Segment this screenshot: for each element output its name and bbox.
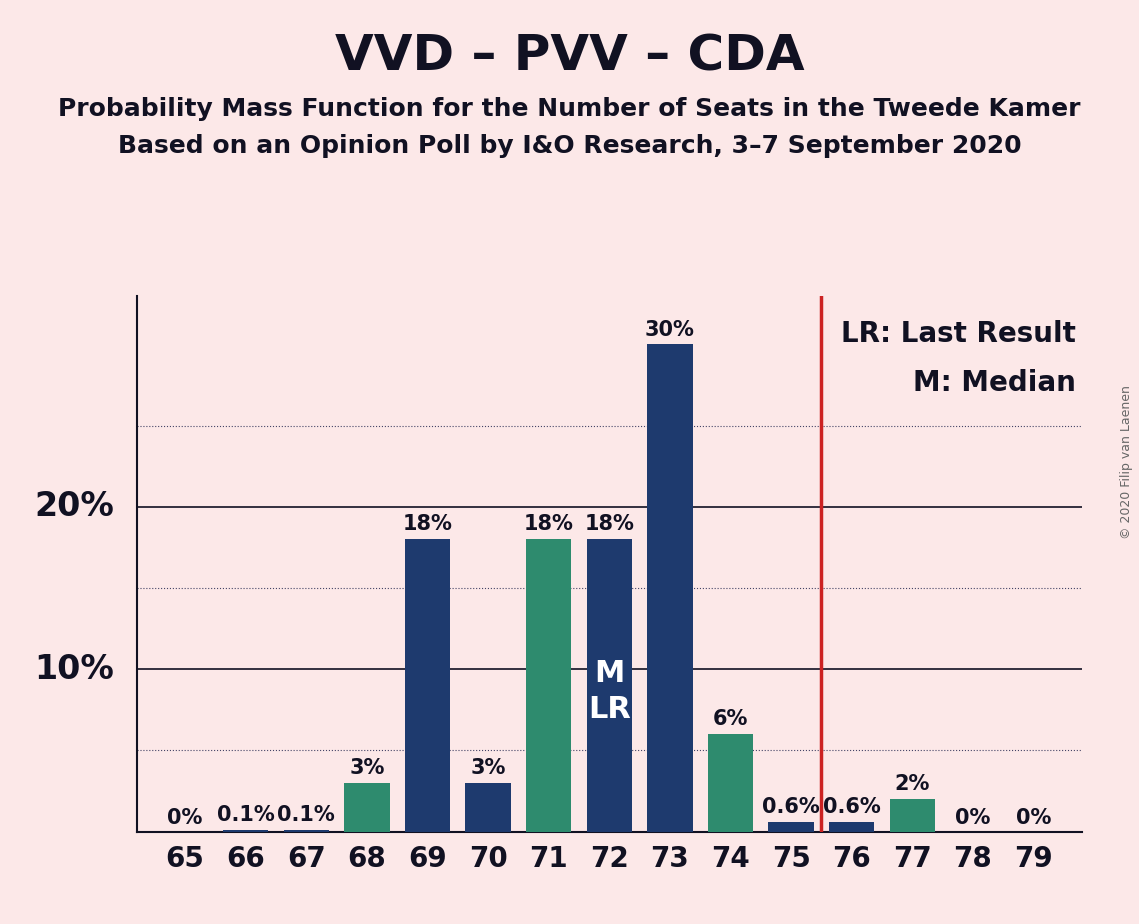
Bar <box>344 783 390 832</box>
Text: 30%: 30% <box>645 320 695 339</box>
Text: 2%: 2% <box>894 774 931 795</box>
Bar <box>769 821 814 832</box>
Text: 3%: 3% <box>350 758 385 778</box>
Text: © 2020 Filip van Laenen: © 2020 Filip van Laenen <box>1121 385 1133 539</box>
Bar <box>526 540 572 832</box>
Bar <box>404 540 450 832</box>
Text: 0%: 0% <box>1016 808 1051 828</box>
Bar <box>223 830 269 832</box>
Text: 0.6%: 0.6% <box>822 797 880 817</box>
Text: 20%: 20% <box>34 491 114 523</box>
Bar <box>466 783 511 832</box>
Text: 18%: 18% <box>402 515 452 534</box>
Text: 0.6%: 0.6% <box>762 797 820 817</box>
Text: Probability Mass Function for the Number of Seats in the Tweede Kamer: Probability Mass Function for the Number… <box>58 97 1081 121</box>
Text: 0%: 0% <box>956 808 991 828</box>
Text: M
LR: M LR <box>588 659 631 723</box>
Bar <box>829 821 875 832</box>
Bar <box>284 830 329 832</box>
Text: 0.1%: 0.1% <box>278 805 335 825</box>
Bar <box>587 540 632 832</box>
Bar <box>647 345 693 832</box>
Text: 0%: 0% <box>167 808 203 828</box>
Text: Based on an Opinion Poll by I&O Research, 3–7 September 2020: Based on an Opinion Poll by I&O Research… <box>117 134 1022 158</box>
Text: LR: Last Result: LR: Last Result <box>841 320 1076 348</box>
Text: 18%: 18% <box>524 515 574 534</box>
Bar <box>707 735 753 832</box>
Text: 18%: 18% <box>584 515 634 534</box>
Text: 3%: 3% <box>470 758 506 778</box>
Text: 0.1%: 0.1% <box>216 805 274 825</box>
Text: M: Median: M: Median <box>913 369 1076 396</box>
Bar <box>890 799 935 832</box>
Text: 10%: 10% <box>34 652 114 686</box>
Text: 6%: 6% <box>713 710 748 729</box>
Text: VVD – PVV – CDA: VVD – PVV – CDA <box>335 32 804 80</box>
